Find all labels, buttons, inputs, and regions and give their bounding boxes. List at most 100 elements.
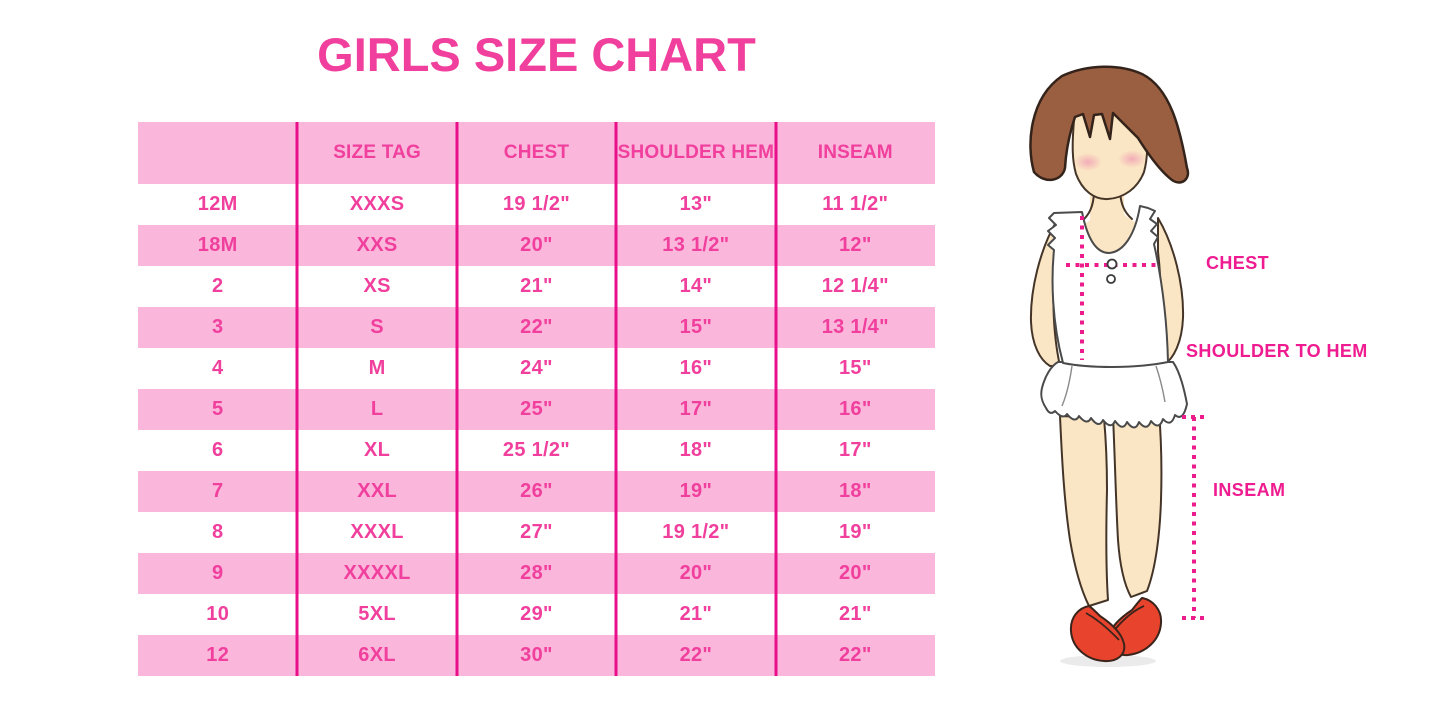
cell-age: 2 [211,275,224,297]
header-chest: CHEST [503,142,570,163]
cell-chest: 19 1/2" [502,193,571,215]
cell-shoulder-hem: 21" [679,603,713,625]
cell-shoulder-hem: 15" [679,316,713,338]
cell-shoulder-hem: 18" [679,439,713,461]
cell-age: 10 [206,603,230,625]
cell-chest: 26" [520,480,553,502]
cell-inseam: 16" [838,398,872,420]
right-leg [1112,411,1163,598]
cell-size-tag: 5XL [358,603,396,625]
cell-shoulder-hem: 17" [679,398,713,420]
measurement-figure: CHEST SHOULDER TO HEM INSEAM [990,60,1445,710]
left-shoe [1069,605,1126,663]
cell-inseam: 17" [838,439,872,461]
cell-size-tag: XXXXL [343,562,411,584]
table-row: 18M XXS 20" 13 1/2" 12" [138,225,935,266]
cell-inseam: 12" [838,234,872,256]
table-row: 8 XXXL 27" 19 1/2" 19" [138,512,935,553]
button-bottom [1106,274,1116,284]
cell-shoulder-hem: 16" [679,357,713,379]
column-divider [455,122,459,676]
cell-inseam: 13 1/4" [821,316,889,338]
table-row: 2 XS 21" 14" 12 1/4" [138,266,935,307]
table-row: 3 S 22" 15" 13 1/4" [138,307,935,348]
table-header-row: SIZE TAG CHEST SHOULDER HEM INSEAM [138,122,935,184]
left-leg [1059,415,1109,607]
cell-size-tag: M [368,357,386,379]
cell-age: 7 [211,480,224,502]
table-row: 9 XXXXL 28" 20" 20" [138,553,935,594]
table-row: 7 XXL 26" 19" 18" [138,471,935,512]
cell-chest: 27" [520,521,553,543]
cell-chest: 29" [520,603,553,625]
cell-inseam: 12 1/4" [821,275,889,297]
girl-illustration [1029,65,1206,667]
cell-shoulder-hem: 13 1/2" [662,234,730,256]
cell-inseam: 20" [838,562,872,584]
cell-shoulder-hem: 20" [679,562,713,584]
cell-size-tag: 6XL [358,644,396,666]
cell-chest: 30" [520,644,553,666]
top-bodice [1047,205,1169,368]
inseam-label: INSEAM [1213,480,1286,500]
shoulder-to-hem-label: SHOULDER TO HEM [1186,341,1368,361]
cell-size-tag: XS [363,275,391,297]
cell-size-tag: XXL [357,480,397,502]
column-divider [614,122,618,676]
cell-age: 12 [206,644,230,666]
cell-age: 6 [211,439,224,461]
header-size-tag: SIZE TAG [333,142,421,163]
cell-age: 18M [197,234,238,256]
table-row: 12M XXXS 19 1/2" 13" 11 1/2" [138,184,935,225]
blush-left [1074,153,1102,171]
button-top [1106,258,1118,270]
cell-shoulder-hem: 19 1/2" [662,521,730,543]
cell-shoulder-hem: 19" [679,480,713,502]
header-inseam: INSEAM [817,142,893,163]
skirt-ruffle-line-left [1061,365,1073,407]
header-shoulder-hem: SHOULDER HEM [617,142,775,163]
cell-chest: 24" [520,357,553,379]
cell-chest: 21" [520,275,553,297]
cell-size-tag: XL [364,439,391,461]
cell-inseam: 22" [838,644,872,666]
cell-size-tag: XXXL [350,521,404,543]
cell-inseam: 19" [838,521,872,543]
cell-shoulder-hem: 22" [679,644,713,666]
cell-shoulder-hem: 14" [679,275,713,297]
cell-size-tag: L [370,398,384,420]
chest-label: CHEST [1206,253,1270,273]
table-row: 6 XL 25 1/2" 18" 17" [138,430,935,471]
cell-chest: 22" [520,316,553,338]
blush-right [1118,150,1146,168]
cell-size-tag: S [370,316,384,338]
cell-inseam: 21" [838,603,872,625]
table-row: 12 6XL 30" 22" 22" [138,635,935,676]
cell-age: 9 [211,562,224,584]
table-row: 5 L 25" 17" 16" [138,389,935,430]
cell-age: 4 [211,357,224,379]
cell-age: 5 [211,398,224,420]
cell-shoulder-hem: 13" [679,193,713,215]
cell-chest: 25 1/2" [502,439,571,461]
cell-age: 8 [211,521,224,543]
cell-inseam: 18" [838,480,872,502]
skirt [1040,361,1188,429]
cell-age: 3 [211,316,224,338]
cell-age: 12M [197,193,238,215]
column-divider [774,122,778,676]
left-shoe-strap [1085,612,1120,641]
page-title: GIRLS SIZE CHART [317,28,756,81]
table-row: 10 5XL 29" 21" 21" [138,594,935,635]
hair [1029,65,1190,184]
skirt-ruffle-line-right [1155,365,1166,403]
cell-inseam: 11 1/2" [822,193,889,215]
cell-inseam: 15" [838,357,872,379]
table-row: 4 M 24" 16" 15" [138,348,935,389]
cell-size-tag: XXXS [349,193,405,215]
cell-chest: 20" [520,234,553,256]
cell-size-tag: XXS [356,234,398,256]
column-divider [295,122,299,676]
cell-chest: 28" [520,562,553,584]
